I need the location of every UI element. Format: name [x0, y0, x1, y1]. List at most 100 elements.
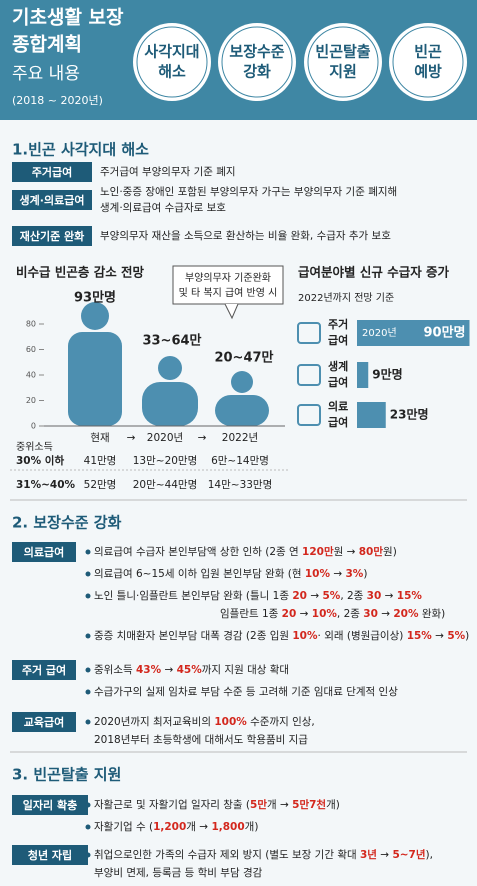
highlight: 5만 [250, 798, 267, 811]
section-title: 2. 보장수준 강화 [12, 514, 122, 532]
bar-year: 2020년 [362, 327, 397, 339]
highlight: 30 [363, 608, 378, 620]
highlight: 30 [367, 590, 382, 602]
label-text: 재산기준 완화 [20, 229, 85, 243]
section-title: 3. 빈곤탈출 지원 [12, 766, 121, 784]
text-segment: 까지 지원 대상 확대 [202, 663, 289, 676]
row-label: 30% 이하 [16, 454, 64, 467]
bullet-text: 의료급여 6~15세 이하 입원 본인부담 완화 (현 10% → 3%) [94, 567, 367, 580]
highlight: 5% [322, 590, 340, 602]
badge [218, 23, 296, 101]
text-segment: 개) [326, 799, 340, 811]
icon [297, 364, 321, 386]
highlight: 20 [282, 608, 297, 620]
text-segment: 완화) [419, 607, 446, 620]
badge-ring [221, 26, 293, 98]
text-segment: 부양비 면제, 등록금 등 학비 부담 경감 [94, 866, 263, 879]
table-cell: 20만~44만명 [133, 479, 198, 491]
text-segment: 원) [383, 546, 397, 558]
highlight: 10% [305, 568, 331, 580]
table-cell: 52만명 [84, 479, 117, 491]
timeline-arrow: → [198, 432, 207, 444]
label-text: 주거급여 [32, 165, 72, 179]
badge-label: 해소 [158, 63, 186, 81]
badge-label: 빈곤 [414, 43, 442, 61]
label-text: 주거 급여 [22, 663, 66, 677]
badge [389, 23, 467, 101]
text-segment: 수급가구의 실제 임차료 부담 수준 등 고려해 기준 임대료 단계적 인상 [94, 685, 398, 698]
badge-label: 강화 [243, 63, 271, 81]
highlight: 20% [393, 608, 419, 620]
highlight: 120만 [302, 545, 334, 558]
header-title: 기초생활 보장 [12, 7, 124, 29]
text-segment: 임플란트 1종 [220, 607, 282, 620]
text-segment: 의료급여 6~15세 이하 입원 본인부담 완화 (현 [94, 567, 305, 580]
text-segment: 취업으로인한 가족의 수급자 제외 방지 (별도 보장 기간 확대 [94, 848, 360, 861]
badge-label: 지원 [329, 63, 357, 81]
text-segment: → [432, 630, 447, 642]
timeline-arrow: → [127, 432, 136, 444]
row-label: 급여 [328, 415, 348, 429]
text-segment: 노인 틀니·임플란트 본인부담 완화 (틀니 1종 [94, 589, 292, 602]
row-text: 부양의무자 재산을 소득으로 환산하는 비율 완화, 수급자 추가 보호 [100, 229, 391, 242]
bullet-dot [85, 802, 91, 808]
badge-ring [307, 26, 379, 98]
bullet-text: 노인 틀니·임플란트 본인부담 완화 (틀니 1종 20 → 5%, 2종 30… [94, 589, 422, 602]
header-subtitle: 주요 내용 [12, 64, 80, 84]
text-segment: 개 → [267, 799, 292, 811]
text-segment: → [377, 849, 392, 861]
badge-label: 빈곤탈출 [315, 43, 370, 61]
highlight: 15% [407, 630, 433, 642]
bullet-dot [85, 852, 91, 858]
icon [297, 404, 321, 426]
bullet-text: 임플란트 1종 20 → 10%, 2종 30 → 20% 완화) [220, 607, 445, 620]
timeline-label: 현재 [90, 432, 109, 444]
bullet-text: 취업으로인한 가족의 수급자 제외 방지 (별도 보장 기간 확대 3년 → 5… [94, 848, 433, 861]
text-segment: 자활근로 및 자활기업 일자리 창출 ( [94, 798, 250, 811]
label-text: 일자리 확충 [23, 798, 77, 812]
figure-body [215, 395, 269, 426]
text-segment: 중위소득 [94, 663, 136, 676]
value-label: 23만명 [390, 407, 429, 422]
label-box [12, 226, 92, 246]
chart-title: 급여분야별 신규 수급자 증가 [298, 265, 450, 280]
bullet-dot [85, 593, 91, 599]
text-segment: → [330, 568, 345, 580]
label-box [12, 660, 76, 680]
row-label: 생계 [328, 359, 348, 373]
figure-label: 20~47만 [214, 350, 273, 366]
highlight: 3% [345, 568, 363, 580]
timeline-label: 2020년 [147, 432, 183, 444]
bullet-dot [85, 633, 91, 639]
figure-head [81, 302, 109, 330]
bullet-text: 2018년부터 초등학생에 대해서도 학용품비 지급 [94, 733, 308, 746]
figure-label: 33~64만 [142, 333, 201, 349]
y-tick-label: 20 [26, 396, 36, 405]
row-label: 급여 [328, 375, 348, 389]
highlight: 5만7천 [292, 798, 326, 811]
highlight: 45% [177, 664, 203, 676]
bullet-text: 수급가구의 실제 임차료 부담 수준 등 고려해 기준 임대료 단계적 인상 [94, 685, 398, 698]
label-text: 청년 자립 [28, 848, 72, 862]
highlight: 20 [292, 590, 307, 602]
row-label: 주거 [328, 317, 348, 331]
figure-body [68, 332, 122, 426]
text-segment: 2020년까지 최저교육비의 [94, 716, 214, 728]
text-segment: → [161, 664, 176, 676]
table-cell: 13만~20만명 [133, 455, 198, 467]
table-cell: 41만명 [84, 455, 117, 467]
text-segment: 중증 치매환자 본인부담 대폭 경감 (2종 입원 [94, 629, 292, 642]
bullet-text: 부양비 면제, 등록금 등 학비 부담 경감 [94, 866, 263, 879]
highlight: 5~7년 [392, 848, 425, 861]
y-tick-label: 0 [31, 422, 36, 431]
text-segment: ) [465, 630, 469, 642]
figures [68, 302, 269, 426]
figure-head [231, 371, 253, 393]
bullet-text: 중증 치매환자 본인부담 대폭 경감 (2종 입원 10%· 외래 (병원급이상… [94, 629, 469, 642]
text-segment: , 2종 [340, 590, 366, 602]
bullet-text: 의료급여 수급자 본인부담액 상한 인하 (2종 연 120만원 → 80만원) [94, 545, 397, 558]
bullet-dot [85, 689, 91, 695]
label-box [12, 712, 76, 732]
row-text: 노인·중증 장애인 포함된 부양의무자 가구는 부양의무자 기준 폐지해 [100, 185, 397, 198]
